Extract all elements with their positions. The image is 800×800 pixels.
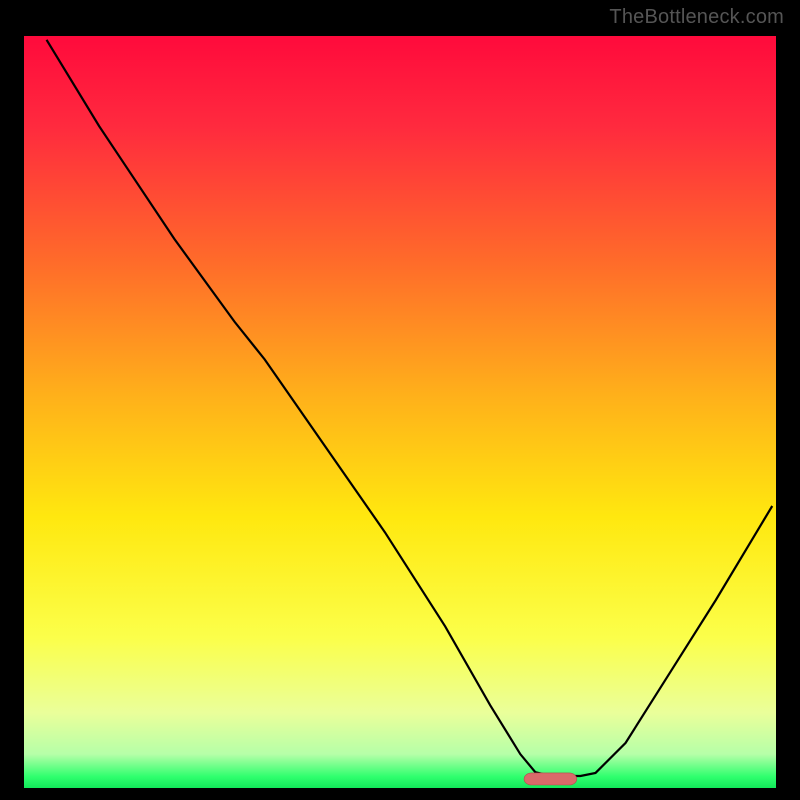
watermark-text: TheBottleneck.com: [609, 6, 784, 29]
optimal-marker: [24, 36, 776, 788]
bottleneck-chart: [24, 36, 776, 776]
